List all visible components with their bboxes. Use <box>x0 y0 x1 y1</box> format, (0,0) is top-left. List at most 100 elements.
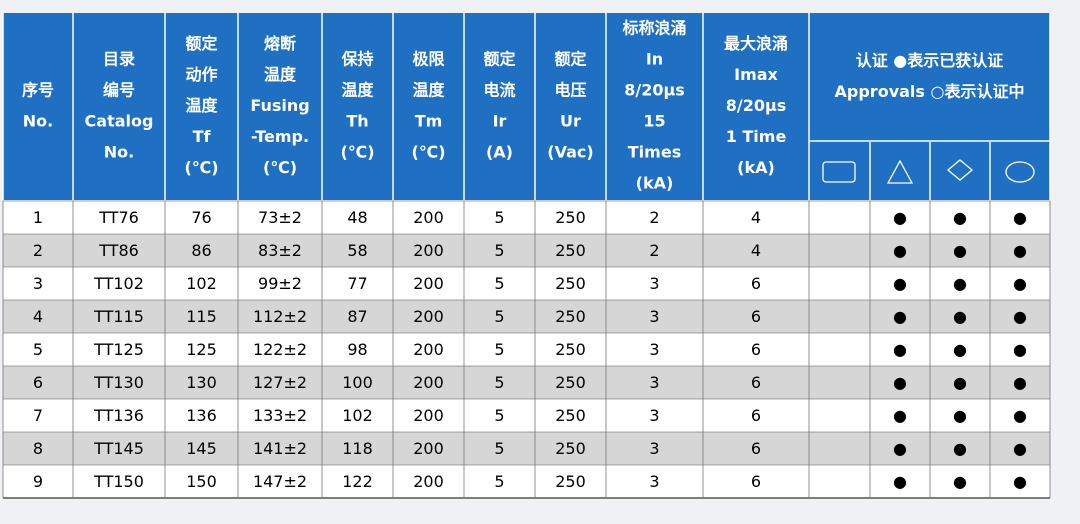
header-text: 额定 <box>554 50 586 69</box>
cell: 3 <box>649 274 659 293</box>
header-text: 序号 <box>22 81 54 100</box>
cell: ● <box>893 307 907 326</box>
header-text: 电流 <box>483 81 515 100</box>
header-text: 编号 <box>103 81 135 100</box>
cell: 2 <box>649 208 659 227</box>
cell: ● <box>953 274 967 293</box>
tuv-icon <box>886 159 914 184</box>
cell: 6 <box>751 307 761 326</box>
cell: ● <box>1013 241 1027 260</box>
header-text: 标称浪涌 <box>621 19 686 38</box>
header-text: Catalog <box>85 112 154 131</box>
cell: 3 <box>649 373 659 392</box>
cell: 4 <box>33 307 43 326</box>
cell: ● <box>1013 208 1027 227</box>
cell: ● <box>893 340 907 359</box>
header-text: Tm <box>415 112 443 131</box>
cell: 130 <box>186 373 217 392</box>
cell: ● <box>953 439 967 458</box>
row-bg <box>3 399 1050 432</box>
cell: 8 <box>33 439 43 458</box>
cell: ● <box>1013 274 1027 293</box>
cell: ● <box>953 340 967 359</box>
row-bg <box>3 234 1050 267</box>
cell: 1 <box>33 208 43 227</box>
cell: 115 <box>186 307 217 326</box>
cell: 127±2 <box>253 373 307 392</box>
cell: ● <box>893 241 907 260</box>
cell: 87 <box>347 307 367 326</box>
cell: 250 <box>555 274 586 293</box>
cell: ● <box>953 241 967 260</box>
header-text: (Vac) <box>547 143 593 162</box>
cell: 250 <box>555 307 586 326</box>
cell: 9 <box>33 472 43 491</box>
cell: 112±2 <box>253 307 307 326</box>
cell: 5 <box>494 307 504 326</box>
cell: ● <box>953 472 967 491</box>
cell: 5 <box>494 340 504 359</box>
header-text: 8/20μs <box>726 96 787 115</box>
cell: ● <box>953 208 967 227</box>
cell: 6 <box>751 373 761 392</box>
cell: 250 <box>555 472 586 491</box>
cell: 250 <box>555 406 586 425</box>
header-text: 温度 <box>411 81 445 100</box>
cell: 147±2 <box>253 472 307 491</box>
cell: ● <box>1013 472 1027 491</box>
cell: 5 <box>494 274 504 293</box>
ccc-icon <box>1005 161 1035 183</box>
cell: 100 <box>342 373 373 392</box>
row-bg <box>3 267 1050 300</box>
cell: 2 <box>649 241 659 260</box>
header-text: (kA) <box>737 158 775 177</box>
cell: ● <box>893 274 907 293</box>
header-text: (℃) <box>341 143 375 162</box>
cell: 58 <box>347 241 367 260</box>
cell: 3 <box>649 406 659 425</box>
ul-icon <box>822 161 856 183</box>
cell: 98 <box>347 340 367 359</box>
cell: 250 <box>555 208 586 227</box>
cell: 5 <box>494 439 504 458</box>
cell: 200 <box>413 241 444 260</box>
header-text: 温度 <box>340 81 374 100</box>
row-bg <box>3 333 1050 366</box>
cell: 150 <box>186 472 217 491</box>
cell: 7 <box>33 406 43 425</box>
cell: 3 <box>649 472 659 491</box>
cell: 6 <box>751 439 761 458</box>
header-text: 熔断 <box>264 34 296 53</box>
cell: ● <box>1013 340 1027 359</box>
header-text: 15 <box>643 112 665 131</box>
cell: 86 <box>191 241 211 260</box>
header-text: Fusing <box>250 96 309 115</box>
cell: 3 <box>649 340 659 359</box>
cell: 48 <box>347 208 367 227</box>
header-text: 电压 <box>554 81 586 100</box>
header-text: 动作 <box>185 65 217 84</box>
cell: 250 <box>555 373 586 392</box>
cell: ● <box>1013 406 1027 425</box>
cell: 83±2 <box>258 241 302 260</box>
header-text: 额定 <box>185 34 217 53</box>
cell: 122 <box>342 472 373 491</box>
cell: ● <box>1013 307 1027 326</box>
header-text: (A) <box>486 143 513 162</box>
cell: 250 <box>555 439 586 458</box>
cell: 136 <box>186 406 217 425</box>
cell: ● <box>1013 439 1027 458</box>
header-bg <box>3 13 1050 200</box>
cell: 200 <box>413 373 444 392</box>
cqc-icon <box>946 159 974 181</box>
cell: TT145 <box>93 439 144 458</box>
cell: 200 <box>413 472 444 491</box>
cell: 5 <box>494 208 504 227</box>
header-text: 目录 <box>103 50 135 69</box>
approval-icons <box>822 159 1035 184</box>
cell: ● <box>953 307 967 326</box>
header-text: Times <box>628 143 681 162</box>
header-text: No. <box>104 143 134 162</box>
cell: TT102 <box>93 274 144 293</box>
